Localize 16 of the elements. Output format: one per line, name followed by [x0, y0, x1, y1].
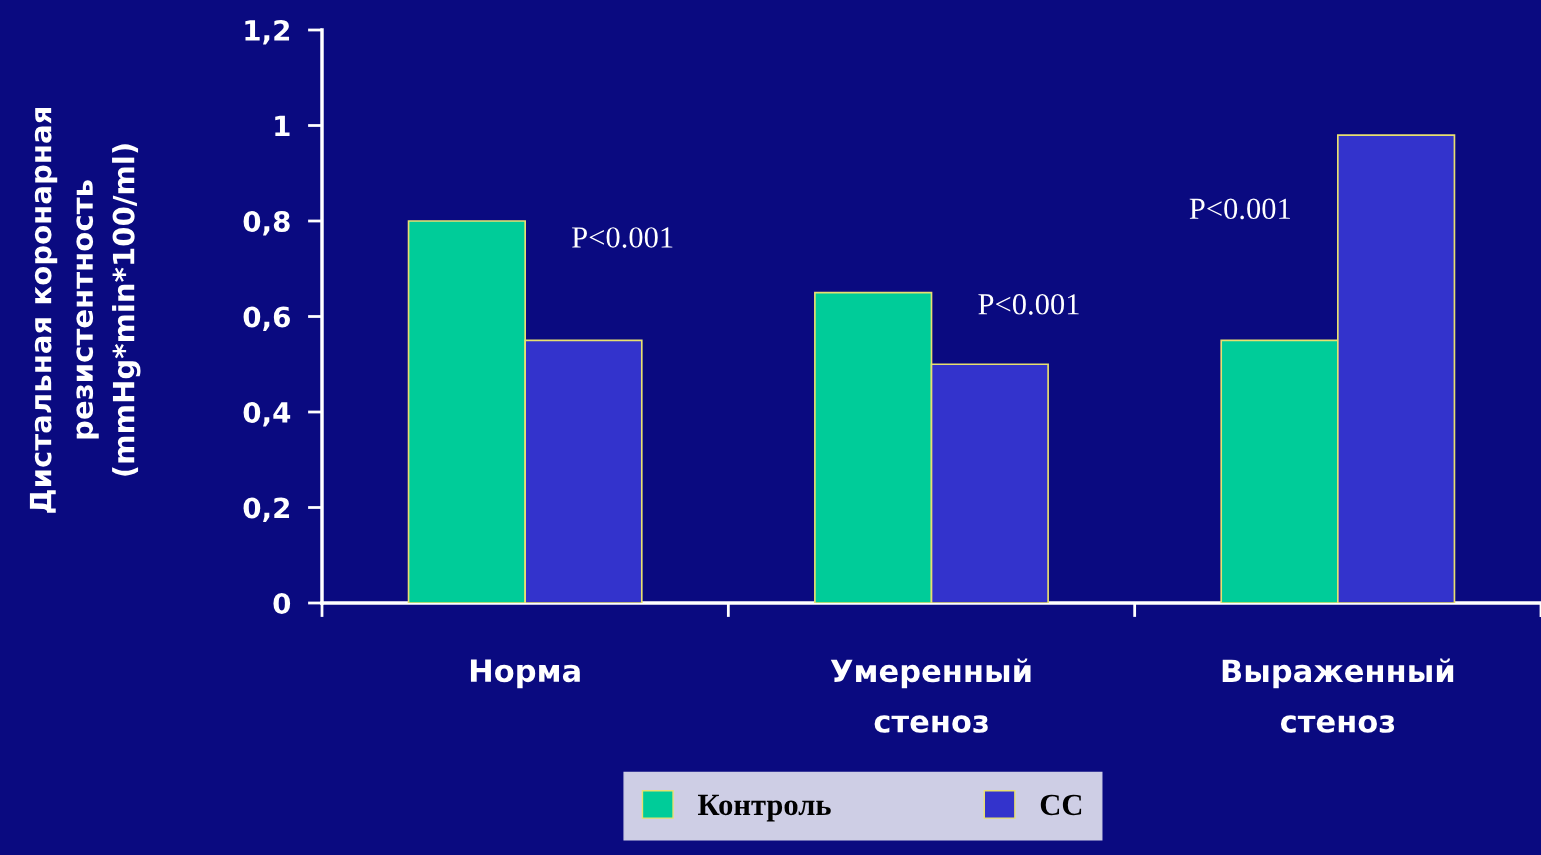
legend-label: Контроль	[698, 794, 831, 822]
y-axis-title: Дистальная коронарная резистентность (mmHg*min*100/ml)	[29, 107, 141, 513]
y-tick-label: 0,4	[243, 401, 291, 427]
legend-label: CC	[1040, 794, 1082, 816]
y-tick-label: 1,2	[245, 19, 290, 45]
y-tick-label: 0	[273, 592, 291, 614]
x-tick-label: Норма	[470, 659, 580, 689]
y-tick-label: 1	[275, 115, 290, 137]
annotation: P<0.001	[978, 293, 1079, 315]
annotation: P<0.001	[1189, 198, 1290, 220]
y-tick-label: 0,2	[243, 497, 290, 522]
x-tick-label: Выраженный стеноз	[1222, 658, 1454, 733]
annotation: P<0.001	[572, 227, 673, 248]
y-tick-label: 0,6	[243, 306, 290, 331]
y-tick-label: 0,8	[243, 210, 290, 236]
x-tick-label: Умеренный стеноз	[830, 658, 1031, 733]
